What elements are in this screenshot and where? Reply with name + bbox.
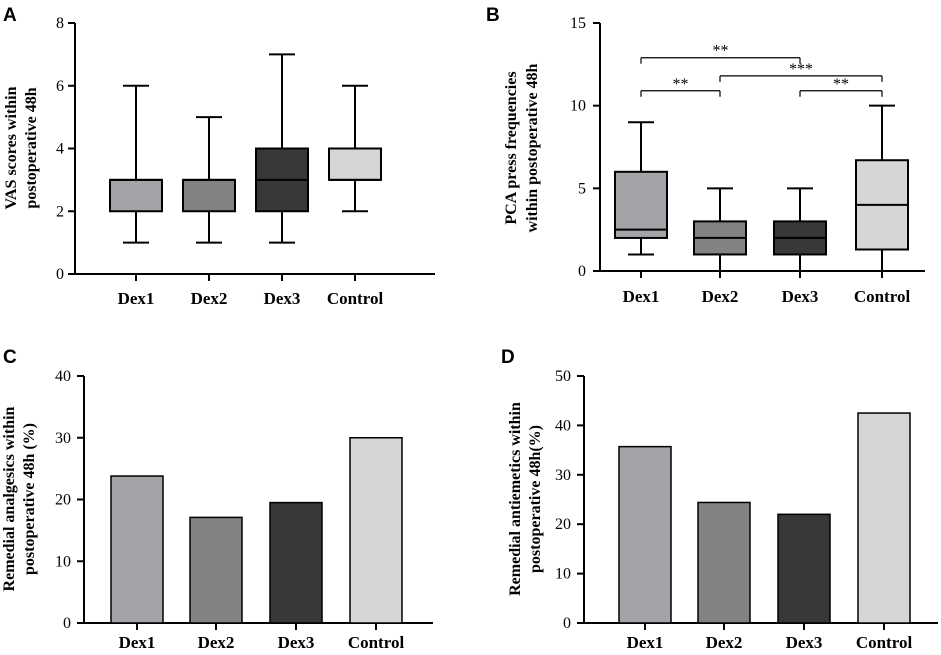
panel-c-category-label: Dex1 [119,633,156,652]
panel-a-ytick: 6 [56,78,64,95]
panel-c-ytick: 40 [55,368,71,385]
panel-b-box-dex1 [614,121,668,256]
panel-c-plot [77,375,433,630]
panel-b-category-label: Dex1 [623,287,660,306]
panel-a-ytick: 8 [56,15,64,32]
panel-b-significance-bracket [640,90,721,97]
panel-a-ylabel-line1: VAS scores within [3,86,20,209]
panel-b-significance-label: ** [833,76,849,93]
panel-a-category-label: Dex2 [191,289,228,308]
panel-c-ytick: 20 [55,492,71,509]
panel-b-category-label: Dex2 [702,287,739,306]
panel-c-ylabel-line2: postoperative 48h (%) [21,423,38,575]
panel-c-x-labels: Dex1 Dex2 Dex3 Control [119,633,405,652]
panel-b-ytick: 10 [570,98,586,115]
panel-b-letter: B [486,5,500,26]
panel-d-ytick: 20 [555,516,571,533]
panel-a-ytick: 4 [56,141,64,158]
panel-b-ytick: 0 [578,263,586,280]
panel-d-ytick: 0 [563,615,571,632]
panel-a-box-dex1 [109,84,163,244]
iqr-box [614,170,668,239]
panel-c-category-label: Dex3 [278,633,315,652]
panel-b-significance-label: *** [789,61,813,78]
iqr-box [182,178,236,213]
panel-d-bar-control [857,412,911,624]
panel-b: B PCA press frequencies within postopera… [486,5,925,306]
panel-d-category-label: Dex1 [627,633,664,652]
panel-d-ytick: 10 [555,566,571,583]
panel-d-y-ticks: 0 10 20 30 40 50 [555,368,571,632]
panel-b-significance-label: ** [713,43,729,60]
panel-c-bar-dex2 [189,516,243,624]
panel-c-y-ticks: 0 10 20 30 40 [55,368,71,632]
panel-c-ytick: 0 [63,615,71,632]
panel-b-box-control [855,104,909,272]
panel-a-plot [68,22,435,281]
panel-b-ylabel-line1: PCA press frequencies [503,71,520,224]
panel-a-ytick: 2 [56,203,64,220]
panel-c-ytick: 30 [55,430,71,447]
panel-c-bar-dex3 [269,501,323,624]
panel-d-bar-dex2 [697,501,751,624]
panel-d-ylabel-line2: postoperative 48h(%) [527,425,544,573]
panel-a-ytick: 0 [56,266,64,283]
panel-d-ytick: 30 [555,467,571,484]
panel-a-letter: A [3,5,17,26]
panel-d-ylabel-line1: Remedial antiemetics within [507,402,524,596]
iqr-box [109,178,163,213]
panel-d-ytick: 40 [555,417,571,434]
panel-b-significance-bracket [719,75,883,82]
panel-b-significance-label: ** [673,76,689,93]
panel-a-box-control [328,84,382,213]
panel-d-plot [577,375,938,630]
panel-d-category-label: Control [856,633,913,652]
panel-a-y-ticks: 0 2 4 6 8 [56,15,64,283]
panel-b-box-dex3 [773,187,827,272]
panel-d-x-labels: Dex1 Dex2 Dex3 Control [627,633,913,652]
panel-c-letter: C [3,347,17,368]
panel-c-bar-dex1 [110,475,164,624]
panel-a-box-dex2 [182,116,236,244]
panel-b-box-dex2 [693,187,747,272]
panel-b-ytick: 15 [570,15,586,32]
panel-d-category-label: Dex2 [706,633,743,652]
panel-a-x-labels: Dex1 Dex2 Dex3 Control [118,289,384,308]
panel-b-plot [593,22,925,278]
panel-b-y-ticks: 0 5 10 15 [570,15,586,280]
panel-d-category-label: Dex3 [786,633,823,652]
panel-c-bar-control [349,437,403,624]
panel-b-significance-bracket [640,57,801,64]
panel-c-ylabel-line1: Remedial analgesics within [1,406,18,591]
panel-a-category-label: Control [327,289,384,308]
panel-c-category-label: Control [348,633,405,652]
panel-a: A VAS scores within postoperative 48h 0 … [3,5,435,308]
panel-a-category-label: Dex1 [118,289,155,308]
panel-b-ylabel-line2: within postoperative 48h [524,63,541,232]
panel-b-ytick: 5 [578,180,586,197]
panel-b-significance-bracket [799,90,883,97]
panel-b-x-labels: Dex1 Dex2 Dex3 Control [623,287,911,306]
panel-c-ytick: 10 [55,553,71,570]
panel-d: D Remedial antiemetics within postoperat… [501,347,938,652]
panel-b-category-label: Dex3 [782,287,819,306]
panel-a-category-label: Dex3 [264,289,301,308]
iqr-box [328,147,382,181]
panel-b-significance: ** *** ** ** [673,43,850,93]
panel-a-ylabel-line2: postoperative 48h [23,87,40,208]
panel-d-bar-dex3 [777,513,831,624]
panel-d-letter: D [501,347,515,368]
panel-d-bar-dex1 [618,445,672,624]
panel-b-category-label: Control [854,287,911,306]
panel-d-ytick: 50 [555,368,571,385]
panel-a-box-dex3 [255,53,309,244]
panel-c-category-label: Dex2 [198,633,235,652]
panel-c: C Remedial analgesics within postoperati… [1,347,433,652]
